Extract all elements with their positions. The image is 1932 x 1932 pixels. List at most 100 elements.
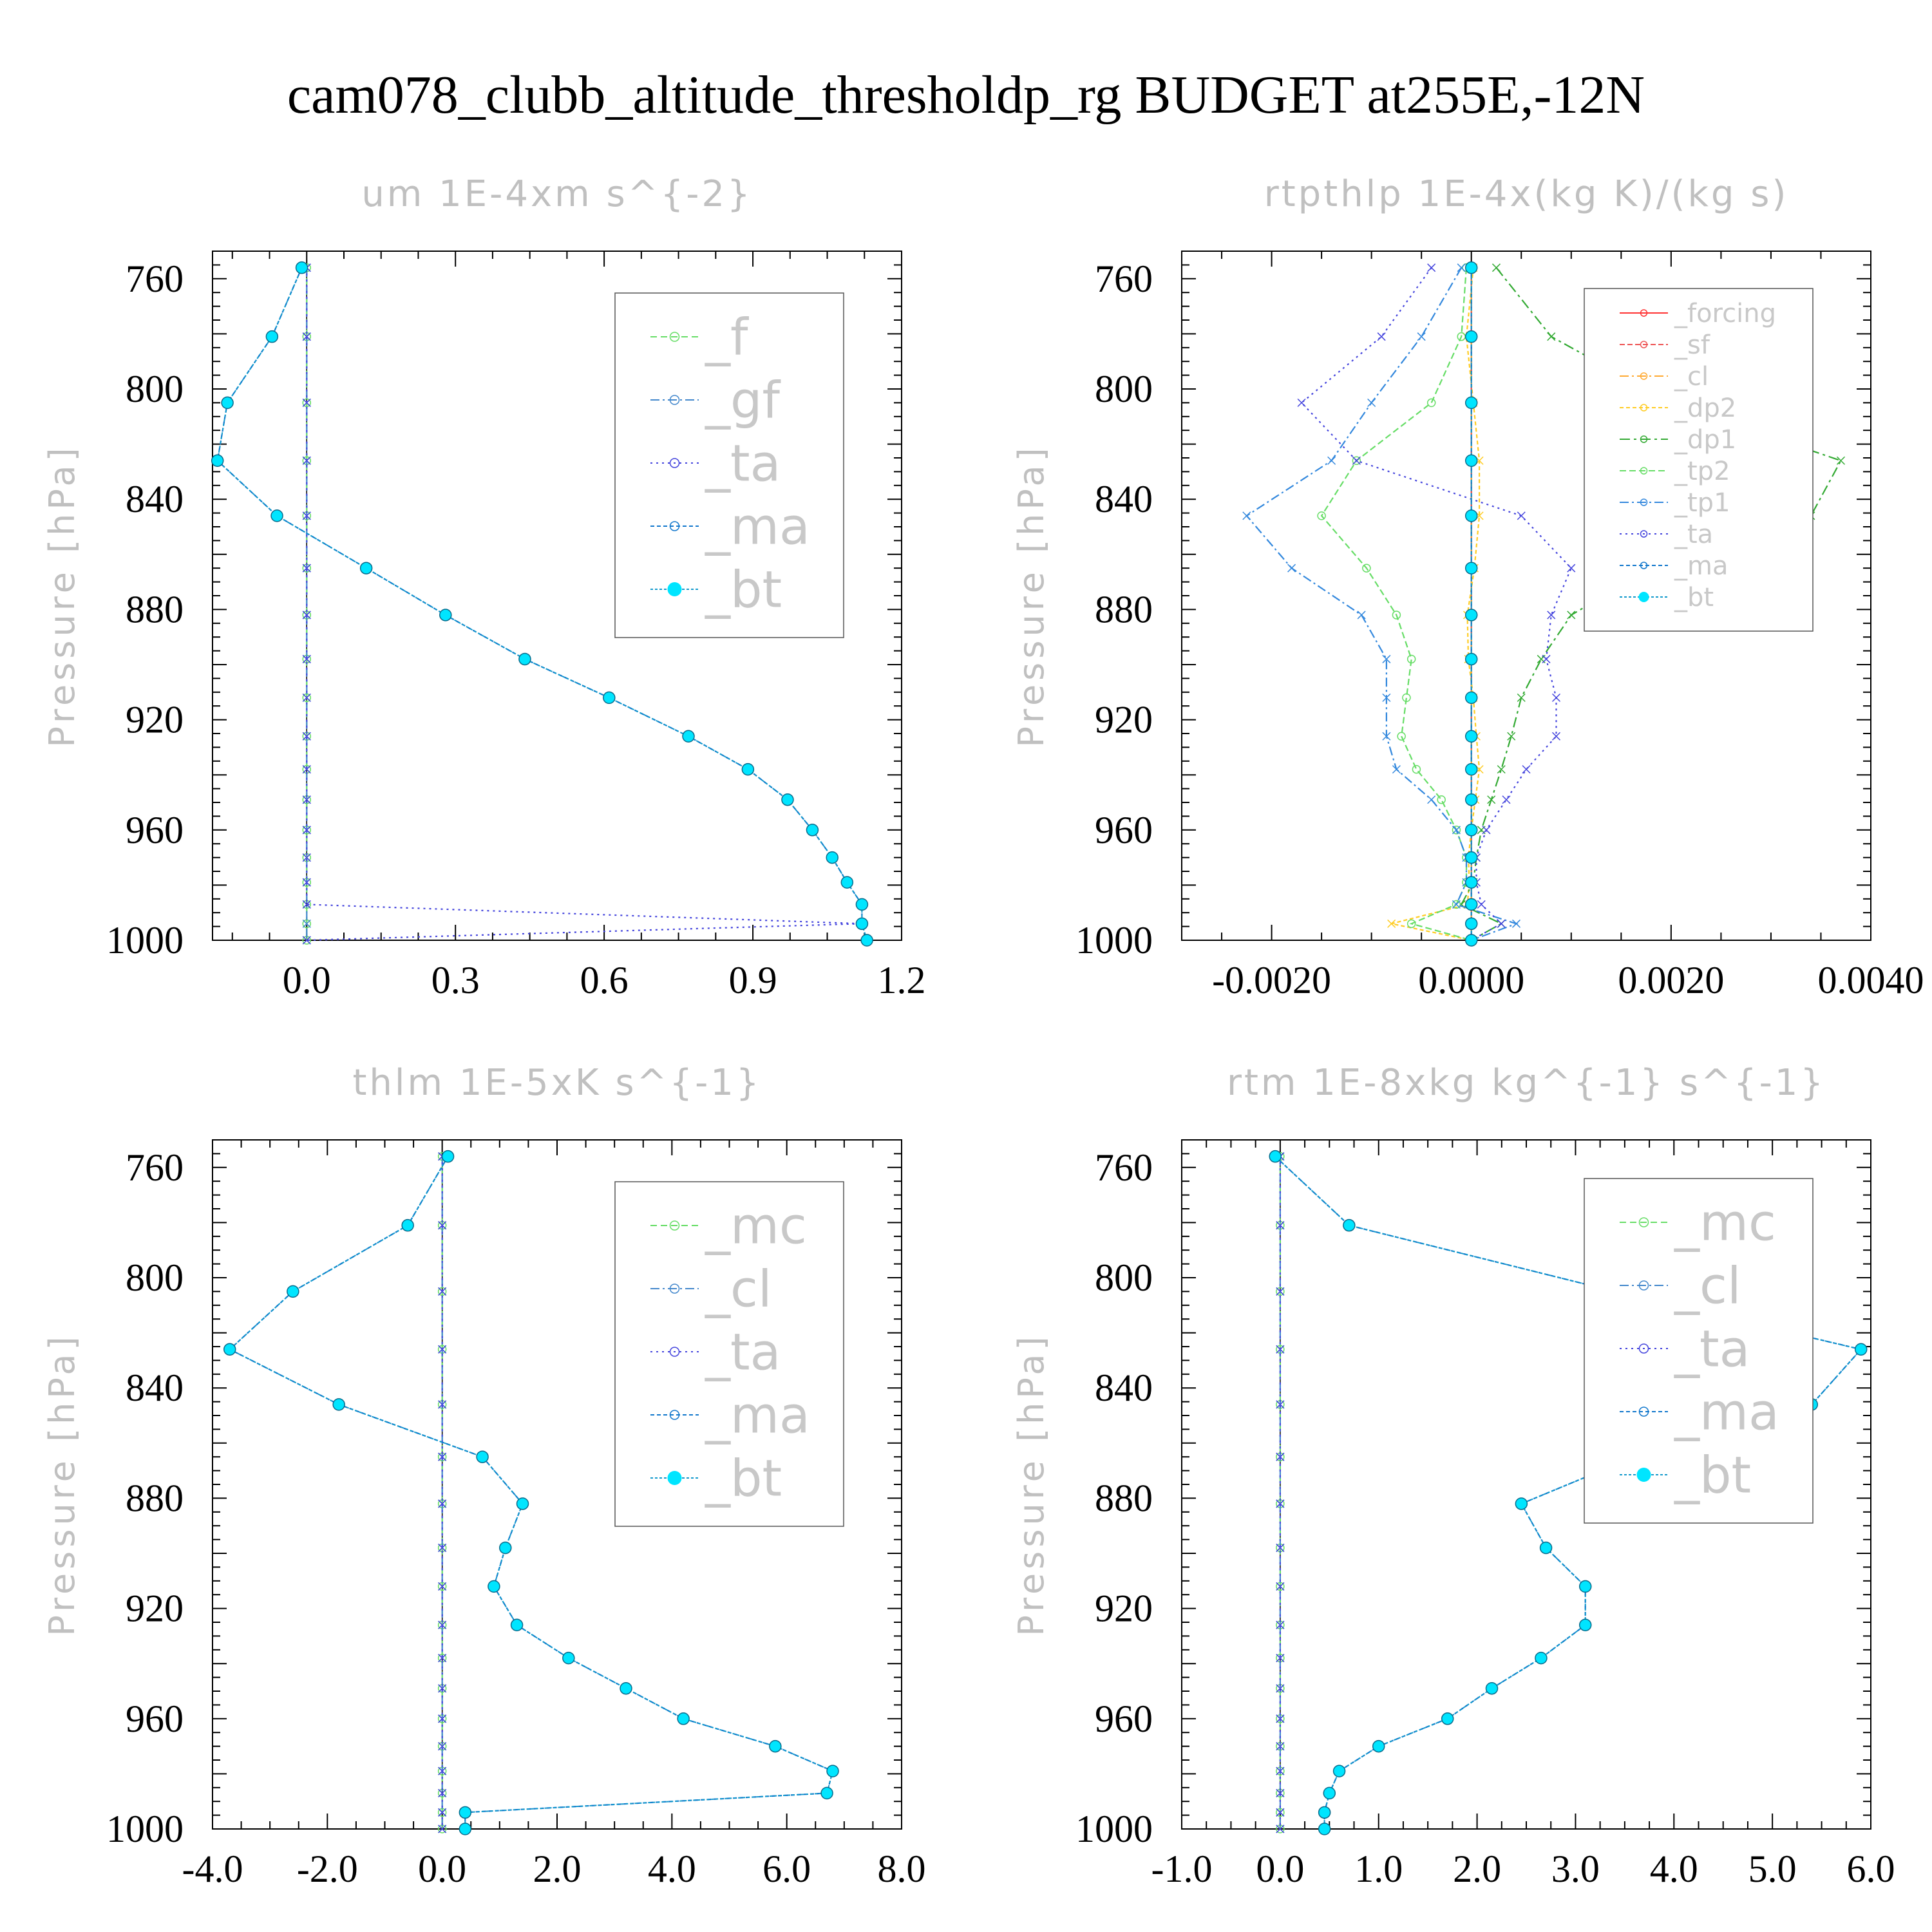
point-ta: [1517, 511, 1526, 520]
y-tick-label: 840: [1095, 1367, 1153, 1409]
point-bt: [860, 934, 873, 947]
legend-marker: [1640, 435, 1648, 443]
point-ta: [438, 1287, 447, 1296]
point-tp2: [1452, 826, 1461, 835]
point-bt: [826, 1765, 839, 1777]
point-bt: [603, 691, 616, 705]
point-ta: [1276, 1714, 1285, 1723]
legend-label: _cl: [1674, 362, 1709, 392]
point-tp2: [1426, 398, 1436, 408]
point-bt: [1464, 793, 1478, 806]
point-bt: [459, 1806, 472, 1819]
point-bt: [1343, 1218, 1356, 1232]
legend-label: _mc: [705, 1197, 807, 1255]
point-bt: [1464, 396, 1478, 410]
x-tick-label: 2.0: [533, 1848, 582, 1890]
legend-box: [614, 292, 844, 638]
point-ta: [302, 564, 311, 573]
point-ta: [1377, 332, 1386, 341]
legend-label: _bt: [705, 561, 782, 619]
legend-marker: [667, 582, 682, 596]
point-bt: [677, 1712, 690, 1725]
point-tp1: [1511, 919, 1521, 928]
point-tp2: [1402, 693, 1411, 703]
legend-label: _cl: [1674, 1257, 1741, 1315]
legend-marker: [1640, 309, 1648, 317]
point-tp1: [1357, 611, 1366, 620]
point-ta: [1276, 1345, 1285, 1354]
panel-title: um 1E-4xm s^{-2}: [361, 173, 752, 215]
point-bt: [1539, 1541, 1553, 1555]
point-tp2: [1406, 654, 1416, 664]
point-ta: [302, 332, 311, 341]
legend-label: _bt: [1674, 1446, 1751, 1504]
point-ta: [302, 654, 311, 663]
y-tick-label: 1000: [106, 919, 184, 961]
series-line-bt: [216, 267, 868, 941]
point-bt: [270, 509, 283, 522]
point-ta: [438, 1742, 447, 1751]
point-ta: [302, 795, 311, 804]
point-tp1: [1457, 263, 1466, 272]
point-bt: [510, 1618, 524, 1632]
point-bt: [488, 1580, 500, 1593]
x-tick-label: 5.0: [1748, 1848, 1797, 1890]
point-bt: [1578, 1580, 1592, 1593]
point-ta: [1276, 1620, 1285, 1629]
y-tick-label: 920: [1095, 699, 1153, 741]
point-tp1: [1382, 693, 1391, 702]
legend-label: _bt: [705, 1450, 782, 1508]
legend-marker: [1638, 1406, 1649, 1417]
point-bt: [1441, 1712, 1454, 1725]
point-bt: [1332, 1765, 1346, 1777]
point-bt: [769, 1739, 782, 1753]
point-bt: [223, 1343, 236, 1356]
point-tp2: [1352, 456, 1361, 466]
y-tick-label: 880: [126, 588, 184, 630]
y-tick-label: 960: [1095, 1698, 1153, 1740]
legend-marker: [1640, 372, 1648, 380]
point-ta: [302, 611, 311, 620]
point-bt: [476, 1450, 489, 1463]
legend-marker: [669, 521, 680, 531]
y-tick-label: 760: [126, 1146, 184, 1189]
point-bt: [1464, 917, 1478, 931]
legend-label: _ma: [705, 1387, 810, 1444]
panel-title: rtpthlp 1E-4x(kg K)/(kg s): [1264, 173, 1789, 215]
point-ta: [1497, 919, 1506, 928]
y-tick-label: 880: [126, 1477, 184, 1519]
point-ta: [1276, 1654, 1285, 1663]
legend-marker: [1638, 1343, 1649, 1354]
point-bt: [401, 1218, 414, 1232]
legend-marker: [1640, 341, 1648, 348]
point-bt: [518, 652, 531, 666]
point-bt: [1269, 1150, 1282, 1163]
point-ta: [302, 878, 311, 887]
point-dp1: [1517, 693, 1526, 702]
x-tick-label: 0.3: [431, 959, 480, 1001]
point-dp1: [1547, 332, 1556, 341]
legend-marker: [1640, 530, 1648, 538]
legend-label: _ta: [705, 435, 781, 493]
point-bt: [806, 824, 819, 837]
x-tick-label: 0.0: [1256, 1848, 1304, 1890]
point-ta: [1276, 1543, 1285, 1552]
y-tick-label: 760: [1095, 1146, 1153, 1189]
point-bt: [781, 793, 794, 806]
point-ta: [1477, 900, 1486, 909]
legend-marker: [667, 1471, 682, 1485]
point-ta: [1276, 1824, 1285, 1833]
y-tick-label: 880: [1095, 1477, 1153, 1519]
point-ta: [302, 693, 311, 702]
legend-marker: [1638, 592, 1649, 602]
point-tp2: [1437, 795, 1446, 804]
point-ta: [1276, 1499, 1285, 1508]
x-tick-label: 0.0: [283, 959, 331, 1001]
point-bt: [439, 609, 452, 621]
x-tick-label: 0.6: [580, 959, 629, 1001]
point-ta: [438, 1808, 447, 1817]
x-tick-label: 0.0040: [1818, 959, 1924, 1001]
point-ta: [1276, 1742, 1285, 1751]
point-ta: [302, 398, 311, 407]
